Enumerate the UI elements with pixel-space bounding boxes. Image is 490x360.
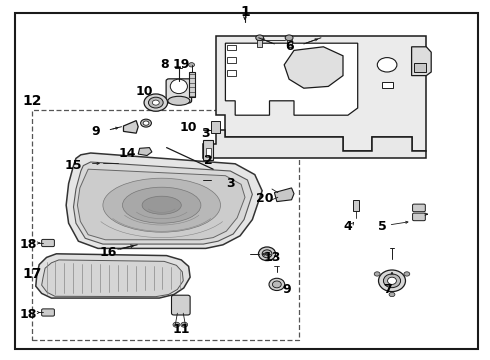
Ellipse shape [269,278,285,291]
Text: 4: 4 [343,220,352,233]
Circle shape [404,272,410,276]
Bar [189,72,195,97]
Circle shape [256,35,264,41]
Polygon shape [66,153,262,248]
FancyBboxPatch shape [166,79,192,103]
Ellipse shape [272,281,281,288]
Text: 10: 10 [136,85,153,98]
Polygon shape [225,43,358,115]
Polygon shape [74,162,252,244]
Circle shape [92,160,102,167]
Polygon shape [138,148,152,156]
Bar [97,162,104,165]
Polygon shape [216,36,426,151]
Text: 9: 9 [91,125,100,138]
Polygon shape [42,260,183,297]
Ellipse shape [148,97,163,108]
FancyBboxPatch shape [42,309,54,316]
Text: 18: 18 [20,238,37,251]
Text: 18: 18 [20,309,37,321]
Text: 16: 16 [99,246,117,258]
Bar [227,45,236,50]
Circle shape [285,35,293,41]
Polygon shape [274,188,294,202]
Ellipse shape [152,100,159,105]
Bar [211,121,220,133]
FancyBboxPatch shape [413,204,425,212]
Ellipse shape [262,250,272,258]
Text: 3: 3 [226,177,235,190]
Text: 1: 1 [240,5,250,18]
FancyBboxPatch shape [172,295,190,315]
Text: 15: 15 [65,159,82,172]
Polygon shape [284,47,343,88]
Text: 8: 8 [160,58,169,71]
Polygon shape [412,47,431,76]
Bar [257,40,262,47]
Text: 17: 17 [22,267,42,280]
Polygon shape [123,121,138,133]
Bar [353,200,359,211]
Bar [32,110,299,340]
Ellipse shape [388,277,396,284]
Circle shape [189,63,195,67]
Bar [414,63,426,72]
Polygon shape [36,254,190,298]
Ellipse shape [259,247,275,261]
Text: 14: 14 [119,147,136,159]
Circle shape [173,322,180,327]
Bar [287,40,292,47]
Ellipse shape [141,119,151,127]
Text: 12: 12 [22,94,42,108]
Ellipse shape [103,178,220,232]
Bar [211,172,220,183]
Ellipse shape [144,94,168,111]
Text: 2: 2 [204,154,213,167]
Ellipse shape [265,252,269,256]
Bar [227,70,236,76]
Text: 6: 6 [285,40,294,53]
Ellipse shape [142,196,181,214]
Bar [206,148,211,157]
Circle shape [181,322,188,327]
Circle shape [377,58,397,72]
FancyBboxPatch shape [42,239,54,247]
Bar [227,57,236,63]
Polygon shape [203,130,426,158]
Text: 3: 3 [201,127,210,140]
Ellipse shape [168,96,190,105]
Text: 11: 11 [172,323,190,336]
Text: 9: 9 [282,283,291,296]
Bar [203,140,213,160]
Bar [213,164,224,176]
Text: 7: 7 [383,283,392,296]
Text: 13: 13 [263,251,281,264]
Ellipse shape [143,121,149,125]
Ellipse shape [384,274,401,288]
Text: 10: 10 [180,121,197,134]
Circle shape [374,272,380,276]
Ellipse shape [122,187,201,223]
Bar [382,82,393,88]
Text: 5: 5 [378,220,387,233]
Text: 20: 20 [256,192,273,204]
Ellipse shape [171,79,187,94]
FancyArrowPatch shape [425,213,427,215]
FancyBboxPatch shape [413,213,425,221]
Text: 19: 19 [172,58,190,71]
Ellipse shape [378,270,406,292]
Polygon shape [77,169,245,240]
Circle shape [389,292,395,297]
